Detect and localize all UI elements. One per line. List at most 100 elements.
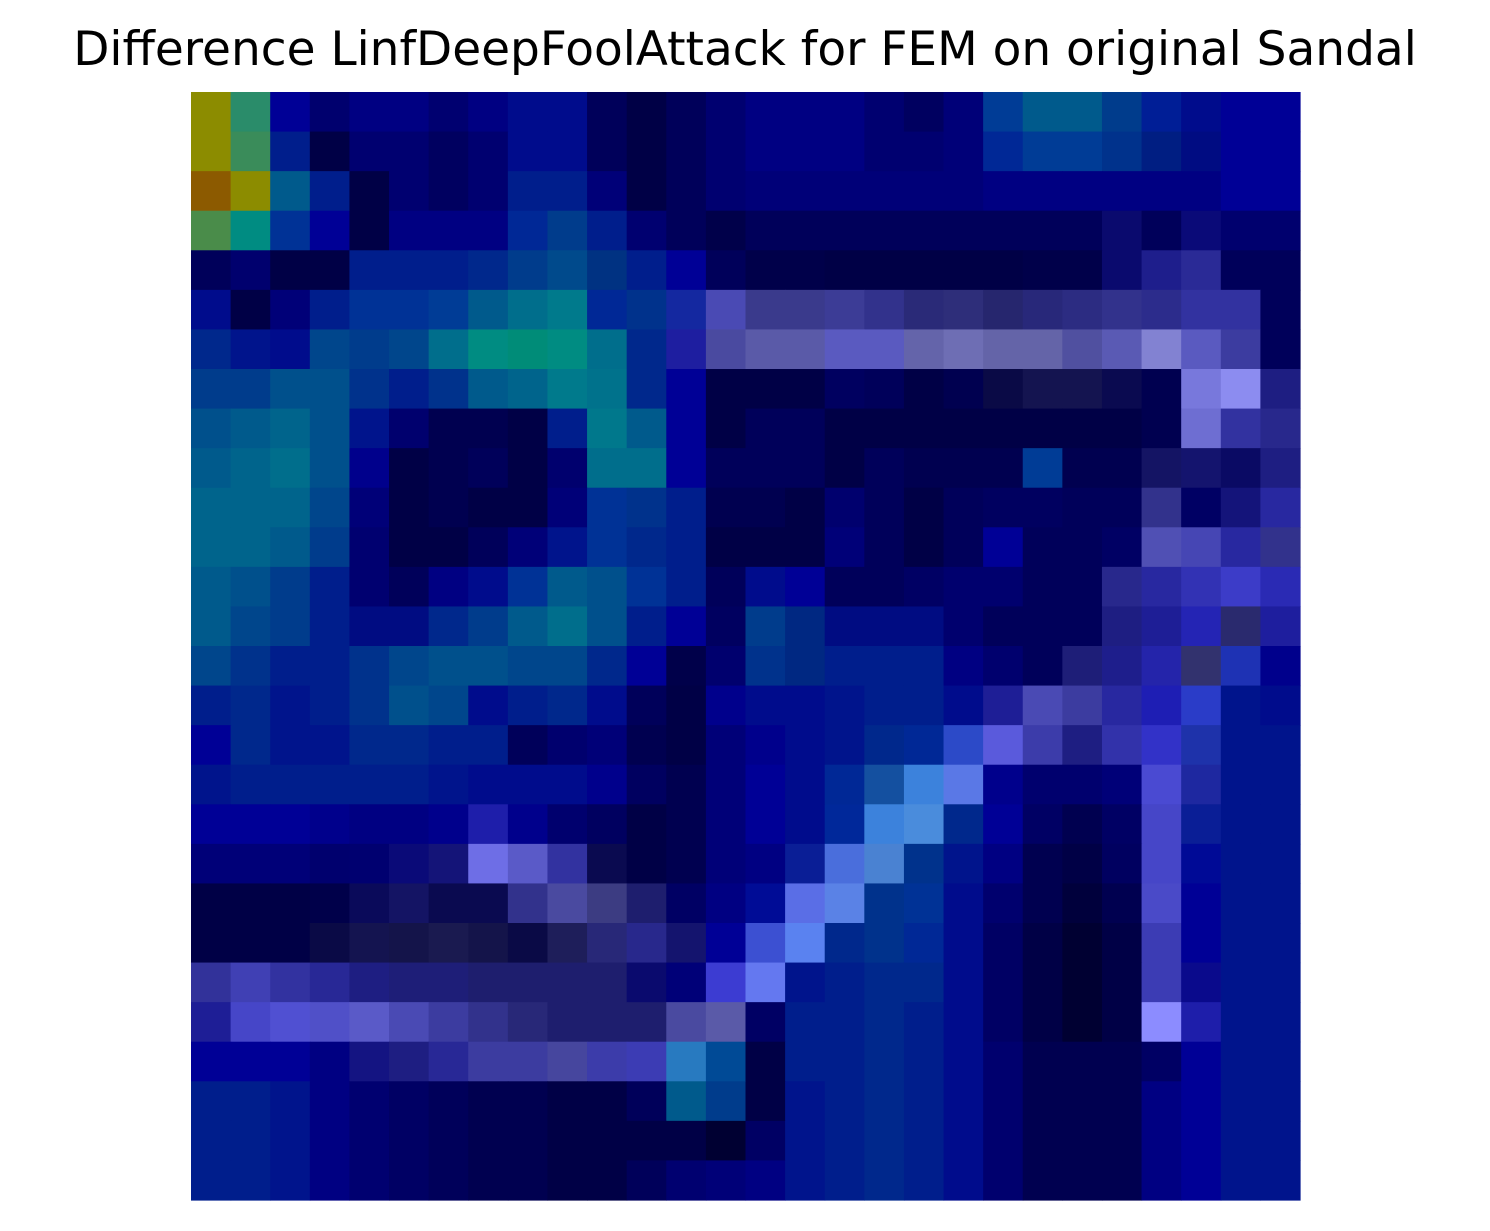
heatmap-cell	[903, 1002, 945, 1043]
heatmap-cell	[191, 804, 232, 845]
heatmap-cell	[191, 408, 232, 449]
heatmap-cell	[1022, 1160, 1063, 1201]
heatmap-cell	[309, 131, 351, 172]
heatmap-cell	[745, 131, 786, 172]
heatmap-cell	[903, 408, 945, 449]
heatmap-cell	[745, 1041, 786, 1082]
heatmap-cell	[785, 962, 826, 1003]
heatmap-cell	[547, 923, 588, 964]
heatmap-cell	[943, 487, 984, 528]
heatmap-cell	[191, 250, 232, 291]
heatmap-cell	[389, 764, 430, 805]
heatmap-cell	[983, 566, 1024, 608]
heatmap-cell	[864, 448, 905, 489]
heatmap-cell	[785, 527, 826, 568]
heatmap-cell	[666, 804, 707, 845]
heatmap-cell	[1101, 131, 1143, 172]
heatmap-cell	[626, 1081, 667, 1122]
heatmap-cell	[903, 210, 945, 251]
heatmap-cell	[191, 685, 232, 726]
heatmap-cell	[1260, 408, 1301, 449]
heatmap-cell	[587, 923, 628, 964]
heatmap-cell	[428, 92, 469, 133]
heatmap-cell	[547, 92, 588, 133]
heatmap-cell	[745, 606, 786, 647]
heatmap-cell	[309, 764, 351, 805]
heatmap-cell	[230, 92, 271, 133]
heatmap-cell	[389, 329, 430, 370]
heatmap-cell	[468, 92, 509, 133]
heatmap-cell	[270, 1160, 311, 1201]
heatmap-cell	[309, 289, 351, 331]
heatmap-cell	[1220, 369, 1261, 410]
heatmap-cell	[270, 448, 311, 489]
heatmap-cell	[705, 843, 747, 885]
heatmap-cell	[1181, 210, 1222, 251]
heatmap-cell	[428, 883, 469, 924]
heatmap-cell	[1220, 487, 1261, 528]
heatmap-cell	[349, 487, 390, 528]
heatmap-cell	[428, 606, 469, 647]
heatmap-cell	[1141, 962, 1182, 1003]
heatmap-cell	[349, 923, 390, 964]
heatmap-cell	[191, 448, 232, 489]
heatmap-cell	[1260, 606, 1301, 647]
heatmap-cell	[1101, 764, 1143, 805]
heatmap-cell	[191, 329, 232, 370]
heatmap-cell	[824, 131, 865, 172]
heatmap-cell	[547, 131, 588, 172]
heatmap-cell	[309, 566, 351, 608]
heatmap-cell	[389, 210, 430, 251]
heatmap-cell	[270, 1002, 311, 1043]
heatmap-cell	[191, 962, 232, 1003]
heatmap-cell	[270, 250, 311, 291]
heatmap-cell	[705, 962, 747, 1003]
heatmap-cell	[864, 646, 905, 687]
heatmap-cell	[864, 487, 905, 528]
heatmap-cell	[1141, 289, 1182, 331]
heatmap-cell	[983, 210, 1024, 251]
heatmap-cell	[785, 843, 826, 885]
heatmap-cell	[864, 527, 905, 568]
heatmap-cell	[1260, 250, 1301, 291]
heatmap-cell	[1260, 883, 1301, 924]
heatmap-cell	[1022, 448, 1063, 489]
heatmap-cell	[1022, 1041, 1063, 1082]
heatmap-cell	[666, 1041, 707, 1082]
heatmap-cell	[785, 764, 826, 805]
heatmap-cell	[943, 646, 984, 687]
heatmap-cell	[1141, 566, 1182, 608]
heatmap-cell	[468, 646, 509, 687]
heatmap-cell	[705, 685, 747, 726]
heatmap-cell	[428, 289, 469, 331]
heatmap-cell	[587, 606, 628, 647]
heatmap-cell	[389, 566, 430, 608]
heatmap-cell	[983, 527, 1024, 568]
heatmap-cell	[309, 408, 351, 449]
heatmap-cell	[349, 843, 390, 885]
heatmap-cell	[705, 1081, 747, 1122]
heatmap-cell	[428, 250, 469, 291]
heatmap-cell	[666, 171, 707, 212]
heatmap-cell	[983, 804, 1024, 845]
heatmap-cell	[1141, 92, 1182, 133]
heatmap-cell	[824, 210, 865, 251]
heatmap-cell	[349, 171, 390, 212]
heatmap-cell	[1022, 210, 1063, 251]
heatmap-cell	[230, 527, 271, 568]
heatmap-cell	[1181, 92, 1222, 133]
heatmap-cell	[1022, 487, 1063, 528]
heatmap-cell	[507, 487, 549, 528]
heatmap-cell	[587, 843, 628, 885]
heatmap-cell	[785, 289, 826, 331]
heatmap-cell	[191, 1081, 232, 1122]
heatmap-cell	[587, 131, 628, 172]
heatmap-cell	[547, 210, 588, 251]
heatmap-cell	[745, 1002, 786, 1043]
heatmap-cell	[587, 1041, 628, 1082]
heatmap-cells	[191, 92, 1301, 1201]
heatmap-cell	[1062, 1002, 1103, 1043]
heatmap-cell	[349, 804, 390, 845]
heatmap-cell	[824, 764, 865, 805]
heatmap-cell	[1181, 962, 1222, 1003]
